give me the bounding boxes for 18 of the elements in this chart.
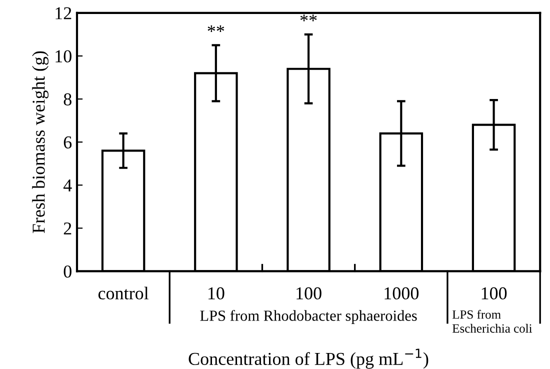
x-tick-label: 1000 <box>384 287 419 300</box>
y-tick-label: 12 <box>56 7 72 20</box>
text: LPS from Escherichia coli <box>452 310 532 333</box>
y-tick-label: 2 <box>64 222 72 234</box>
y-tick-label: 4 <box>63 179 72 192</box>
annotation: ** <box>208 25 224 32</box>
x-tick-label: 100 <box>296 287 322 300</box>
x-axis-title: Concentration of LPS (pg mL$^{−1}$) <box>188 348 428 369</box>
text: LPS from Rhodobacter sphaeroides <box>200 310 417 324</box>
y-tick-label: 6 <box>64 136 72 149</box>
x-tick-label: control <box>98 286 149 300</box>
y-tick-label: 0 <box>64 265 72 278</box>
y-axis-title: Fresh biomass weight (g) <box>32 51 49 234</box>
annotation: ** <box>300 14 317 22</box>
x-tick-label: 100 <box>482 287 507 300</box>
x-tick-label: 10 <box>208 287 224 300</box>
y-tick-label: 10 <box>56 50 72 62</box>
y-tick-label: 8 <box>64 93 72 106</box>
